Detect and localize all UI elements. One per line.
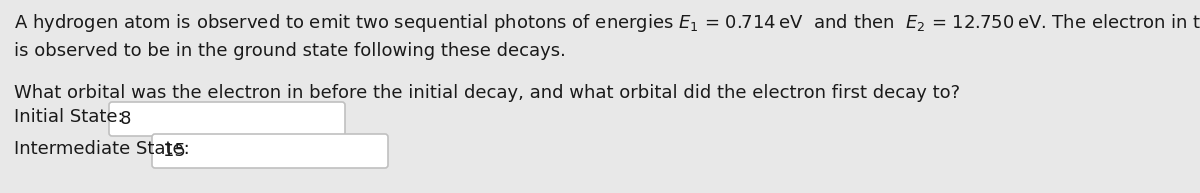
Text: 8: 8 [120,110,131,128]
FancyBboxPatch shape [109,102,346,136]
Text: is observed to be in the ground state following these decays.: is observed to be in the ground state fo… [14,42,566,60]
Text: A hydrogen atom is observed to emit two sequential photons of energies $E_1$ = 0: A hydrogen atom is observed to emit two … [14,12,1200,34]
Text: Initial State:: Initial State: [14,108,124,126]
Text: Intermediate State:: Intermediate State: [14,140,190,158]
Text: 15: 15 [163,142,186,160]
FancyBboxPatch shape [152,134,388,168]
Text: What orbital was the electron in before the initial decay, and what orbital did : What orbital was the electron in before … [14,84,960,102]
